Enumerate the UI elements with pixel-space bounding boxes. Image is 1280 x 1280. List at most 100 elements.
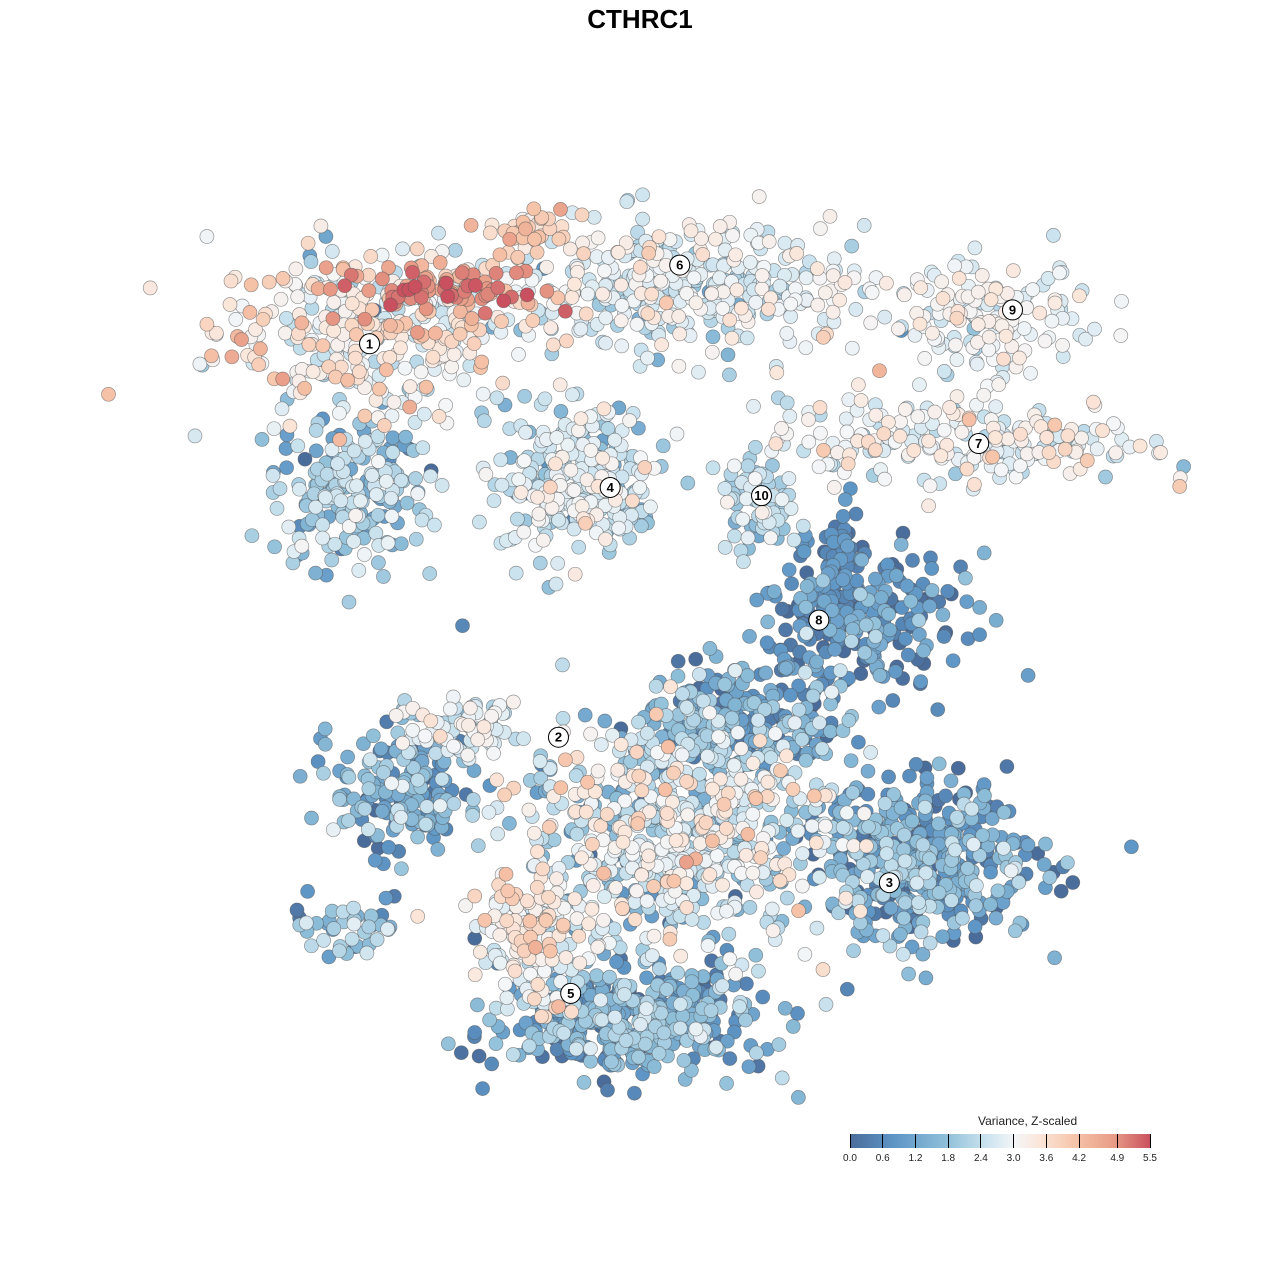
data-point xyxy=(827,642,843,657)
data-point xyxy=(779,395,795,411)
data-point xyxy=(974,268,990,283)
data-point xyxy=(308,565,323,581)
data-point xyxy=(671,309,687,324)
data-point xyxy=(567,891,583,907)
data-point xyxy=(408,531,424,547)
data-point xyxy=(854,552,870,568)
data-point xyxy=(574,499,590,514)
data-point xyxy=(795,518,811,534)
data-point xyxy=(409,241,425,257)
data-point xyxy=(1065,875,1081,890)
data-point xyxy=(651,229,667,245)
cluster-label-4: 4 xyxy=(599,476,621,498)
data-point xyxy=(434,478,450,493)
data-point xyxy=(598,335,613,351)
data-point xyxy=(325,311,341,326)
data-point xyxy=(356,736,371,752)
data-point xyxy=(639,893,655,909)
cluster-label-text: 10 xyxy=(754,488,768,503)
data-point xyxy=(1124,839,1139,855)
data-point xyxy=(722,1051,738,1066)
data-point xyxy=(380,535,396,551)
data-point xyxy=(440,1036,456,1052)
data-point xyxy=(990,883,1006,899)
data-point xyxy=(567,566,583,582)
data-point xyxy=(679,876,694,891)
data-point xyxy=(913,924,929,940)
data-point xyxy=(733,300,749,316)
data-point xyxy=(272,481,288,496)
data-point xyxy=(960,861,975,876)
data-point xyxy=(385,430,401,446)
data-point xyxy=(806,788,822,804)
data-point xyxy=(370,507,386,523)
data-point xyxy=(493,452,509,468)
data-point xyxy=(705,781,720,797)
data-point xyxy=(292,481,307,497)
data-point xyxy=(251,357,267,373)
data-point xyxy=(700,748,715,764)
data-point xyxy=(996,351,1011,367)
data-point xyxy=(595,450,610,466)
data-point xyxy=(574,850,589,866)
data-point xyxy=(852,586,868,602)
data-point xyxy=(735,511,751,527)
data-point xyxy=(662,931,678,947)
data-point xyxy=(393,340,408,356)
data-point xyxy=(648,706,664,722)
data-point xyxy=(553,780,569,796)
data-point xyxy=(812,715,827,731)
data-point xyxy=(988,910,1004,926)
data-point xyxy=(341,813,356,828)
data-point xyxy=(708,231,723,247)
data-point xyxy=(509,265,524,281)
cluster-label-text: 1 xyxy=(366,336,373,351)
cluster-label-text: 8 xyxy=(815,613,822,628)
data-point xyxy=(868,442,883,458)
data-point xyxy=(720,347,736,363)
data-point xyxy=(751,963,766,979)
data-point xyxy=(475,386,491,402)
data-point xyxy=(644,286,660,302)
colorbar-tick xyxy=(1045,1134,1047,1148)
data-point xyxy=(1036,857,1052,872)
data-point xyxy=(533,770,549,786)
data-point xyxy=(527,991,542,1007)
data-point xyxy=(868,629,883,644)
data-point xyxy=(388,708,404,723)
data-point xyxy=(704,286,719,302)
data-point xyxy=(300,884,315,899)
data-point xyxy=(809,920,825,936)
data-point xyxy=(779,812,795,828)
data-point xyxy=(740,458,756,474)
data-point xyxy=(975,827,990,843)
data-point xyxy=(704,344,720,360)
data-point xyxy=(551,999,566,1014)
data-point xyxy=(760,614,776,630)
data-point xyxy=(600,1082,615,1098)
data-point xyxy=(463,217,479,233)
data-point xyxy=(841,392,857,408)
data-point xyxy=(1003,863,1019,879)
data-point xyxy=(872,668,888,683)
data-point xyxy=(318,260,334,276)
data-point xyxy=(718,821,734,836)
data-point xyxy=(670,653,686,669)
data-point xyxy=(532,754,548,769)
data-point xyxy=(674,747,690,763)
data-point xyxy=(860,869,875,885)
data-point xyxy=(344,931,360,947)
data-point xyxy=(686,270,702,286)
data-point xyxy=(925,325,940,341)
data-point xyxy=(467,888,483,904)
data-point xyxy=(684,974,700,990)
data-point xyxy=(627,912,643,927)
data-point xyxy=(991,377,1007,393)
data-point xyxy=(465,808,480,823)
data-point xyxy=(896,910,912,926)
data-point xyxy=(1032,305,1048,321)
data-point xyxy=(300,235,316,251)
data-point xyxy=(290,289,306,305)
data-point xyxy=(835,509,851,524)
data-point xyxy=(455,618,470,634)
